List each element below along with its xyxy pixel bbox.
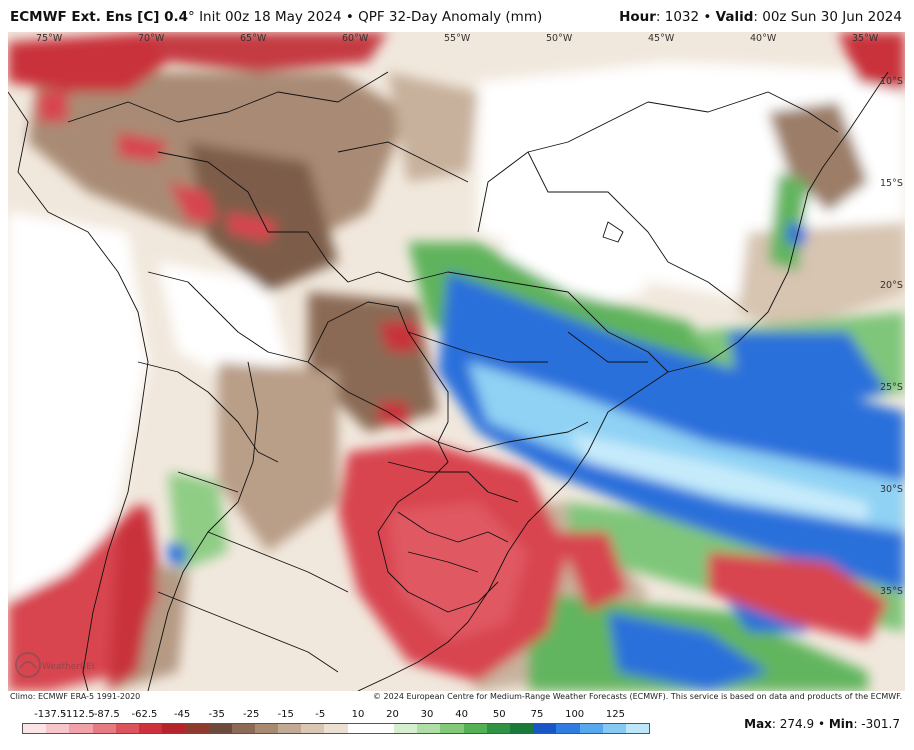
colorbar-segment [231,724,255,733]
lon-label: 65°W [240,33,267,44]
colorbar-labels: -137.5 -112.5 -87.5 -62.5 -45 -35 -25 -15 -5 10 20… [22,709,650,723]
lat-label: 25°S [880,382,903,393]
header: ECMWF Ext. Ens [C] 0.4° Init 00z 18 May … [0,0,914,32]
colorbar-segment [162,724,186,733]
anomaly-map: 75°W 70°W 65°W 60°W 55°W 50°W 45°W 40°W … [8,32,905,691]
colorbar-segment [208,724,232,733]
colorbar-tick-label: -15 [277,709,294,720]
anomaly-field [8,32,905,691]
lon-label: 50°W [546,33,573,44]
colorbar-segment [394,724,418,733]
colorbar-tick-label: 100 [565,709,585,720]
colorbar-tick-label: 40 [455,709,468,720]
colorbar-segment [115,724,139,733]
hour-label: Hour [619,9,656,25]
colorbar-segment [254,724,279,733]
borders [8,71,889,691]
max-label: Max [744,717,772,731]
colorbar-tick-label: -5 [315,709,326,720]
colorbar-segment [463,724,487,733]
colorbar-segment [138,724,163,733]
colorbar-segment [69,724,93,733]
colorbar-tick-label: 75 [530,709,544,720]
colorbar-segment [486,724,510,733]
watermark-text: WeatherBELL [42,662,94,672]
colorbar-tick-label: 50 [492,709,506,720]
colorbar-tick-label: -45 [173,709,191,720]
colorbar-tick-label: -137.5 [34,709,67,720]
lat-label: 30°S [880,484,903,495]
valid-value: : 00z Sun 30 Jun 2024 [753,9,902,25]
colorbar-segment [370,724,394,733]
degree-sign: ° [188,9,195,25]
colorbar-tick-label: 125 [605,709,625,720]
longitude-labels: 75°W 70°W 65°W 60°W 55°W 50°W 45°W 40°W … [36,33,879,44]
colorbar-tick-label: -87.5 [93,709,120,720]
lat-label: 10°S [880,76,903,87]
map-canvas: 75°W 70°W 65°W 60°W 55°W 50°W 45°W 40°W … [8,32,905,691]
colorbar [22,723,650,734]
min-value: : -301.7 [853,717,900,731]
climo-note: Climo: ECMWF ERA-5 1991-2020 [10,692,141,701]
colorbar-segment [602,724,626,733]
lon-label: 75°W [36,33,63,44]
lon-label: 40°W [750,33,777,44]
init-info: Init 00z 18 May 2024 • QPF 32-Day Anomal… [194,9,543,25]
colorbar-segment [23,724,47,733]
colorbar-tick-label: 20 [386,709,399,720]
valid-label: Valid [715,9,754,25]
max-value: : 274.9 • [771,717,829,731]
lon-label: 35°W [852,33,879,44]
model-name: ECMWF Ext. Ens [C] 0.4 [10,9,189,25]
colorbar-tick-label: 30 [420,709,434,720]
lon-label: 70°W [138,33,165,44]
colorbar-segment [440,724,464,733]
lat-label: 20°S [880,280,903,291]
chart-title: ECMWF Ext. Ens [C] 0.4° Init 00z 18 May … [10,9,542,25]
colorbar-segment [625,724,650,733]
colorbar-segment [556,724,580,733]
colorbar-tick-label: -25 [243,709,260,720]
latitude-labels: 10°S 15°S 20°S 25°S 30°S 35°S [880,76,903,597]
lon-label: 45°W [648,33,675,44]
colorbar-segment [579,724,603,733]
hour-value: : 1032 • [655,9,716,25]
colorbar-tick-label: -112.5 [62,709,95,720]
colorbar-segment [301,724,325,733]
colorbar-segment [347,724,371,733]
colorbar-segment [324,724,348,733]
colorbar-segment [417,724,441,733]
max-min-stats: Max: 274.9 • Min: -301.7 [744,717,900,731]
weatherbell-logo: WeatherBELL [15,652,94,678]
colorbar-tick-label: -35 [208,709,225,720]
colorbar-tick-label: -62.5 [131,709,158,720]
colorbar-segment [46,724,70,733]
lon-label: 55°W [444,33,471,44]
colorbar-segment [509,724,534,733]
colorbar-segment [278,724,302,733]
min-label: Min [828,717,854,731]
lat-label: 35°S [880,586,903,597]
lon-label: 60°W [342,33,369,44]
colorbar-segment [533,724,557,733]
colorbar-segment [185,724,209,733]
copyright-note: © 2024 European Centre for Medium-Range … [373,692,902,701]
valid-info: Hour: 1032 • Valid: 00z Sun 30 Jun 2024 [619,9,902,25]
colorbar-tick-label: 10 [351,709,365,720]
colorbar-segment [92,724,116,733]
lat-label: 15°S [880,178,903,189]
